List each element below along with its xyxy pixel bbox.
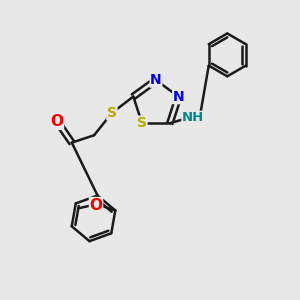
Text: N: N xyxy=(150,73,162,87)
Text: O: O xyxy=(89,198,103,213)
Text: O: O xyxy=(50,114,63,129)
Text: NH: NH xyxy=(182,111,204,124)
Text: S: S xyxy=(137,116,147,130)
Text: N: N xyxy=(173,90,184,104)
Text: S: S xyxy=(107,106,117,120)
